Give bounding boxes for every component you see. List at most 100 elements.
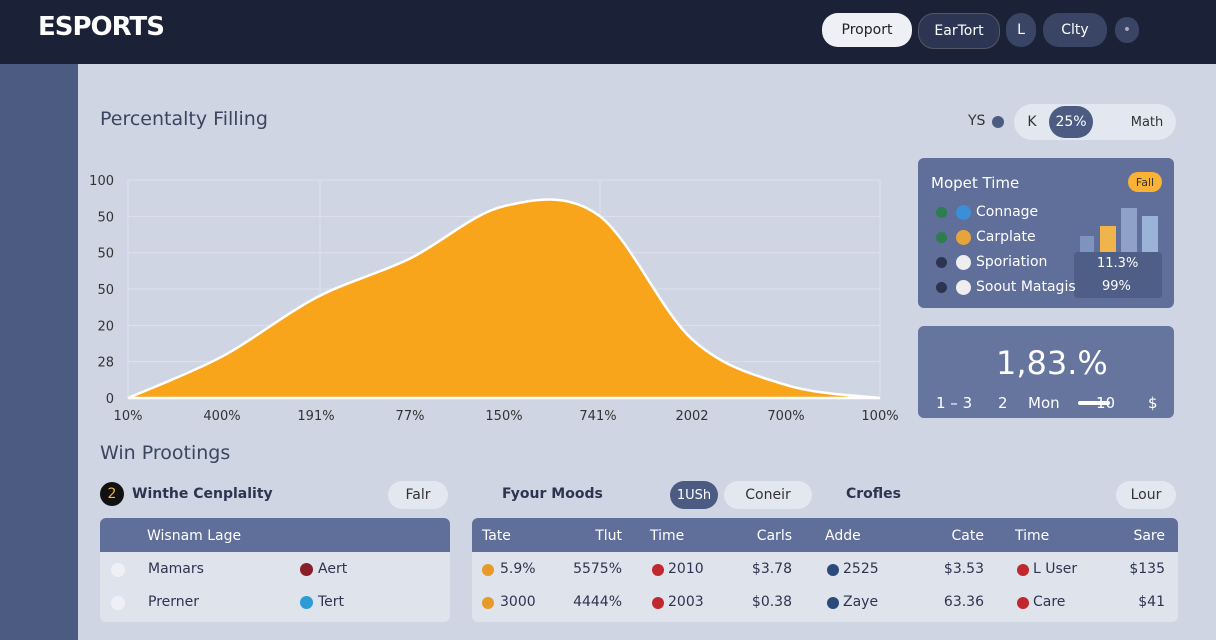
panel [100,518,450,622]
table-cell: $135 [1129,561,1165,577]
table-cell: 2003 [668,594,704,610]
toolbar-option[interactable]: Math [1130,114,1164,130]
toolbar-item[interactable]: Lour [1116,481,1176,509]
toolbar-item[interactable]: Fyour Moods [502,486,603,502]
cell-icon [482,564,494,576]
x-tick-label: 191% [297,409,334,424]
toolbar-label: YS [968,113,986,129]
x-tick-label: 700% [767,409,804,424]
cell: Tert [318,594,345,610]
decor-bar [1121,208,1137,252]
y-tick-label: 28 [97,356,114,371]
table-cell: Care [1033,594,1066,610]
legend-value-box [1074,252,1162,298]
toolbar-dot [992,116,1004,128]
section-title: Win Prootings [100,442,231,464]
decor-bar [1100,226,1116,252]
section-title: Percentalty Filling [100,108,268,130]
stat-item: 2 [998,394,1008,412]
stat-value: 1,83.% [996,344,1108,382]
stat-item: $ [1148,394,1158,412]
toolbar-item[interactable]: Coneir [724,481,812,509]
chart: 100 50 50 50 20 28 010% 400% 191% 77% 150% 741% 2002… [89,174,898,424]
table-cell: $3.53 [943,561,984,577]
table-header: Tate [482,528,511,544]
panel-header: Wisnam Lage [147,528,242,544]
button[interactable]: Proport [822,13,912,47]
stat-item: 1 – 3 [936,394,973,412]
y-tick-label: 50 [97,283,114,298]
x-tick-label: 150% [485,409,522,424]
table-cell: Zaye [843,594,879,610]
legend-item: Carplate [976,229,1036,245]
table-header: Tlut [595,528,622,544]
stat-card [918,326,1174,418]
x-tick-label: 100% [861,409,898,424]
button[interactable]: EarTort [918,13,1000,49]
x-tick-label: 2002 [675,409,708,424]
legend-icon [956,280,971,295]
cell-icon [300,563,313,576]
x-tick-label: 400% [203,409,240,424]
button[interactable]: Clty [1043,13,1107,47]
legend-icon [956,230,971,245]
table-cell: 2010 [668,561,704,577]
table [472,518,1178,622]
x-tick-label: 77% [396,409,425,424]
badge: 2 [100,482,124,506]
cell: Mamars [148,561,204,577]
cell: Prerner [148,594,200,610]
legend-icon [956,205,971,220]
radio [111,596,125,610]
legend-badge: Fall [1128,172,1162,192]
decor-bar [1080,236,1094,252]
table-cell: 63.36 [943,594,984,610]
sidebar [0,64,78,640]
toolbar-option[interactable]: K [1027,114,1037,130]
legend-title: Mopet Time [931,174,1020,192]
table-header: Carls [756,528,792,544]
table-header: Sare [1133,528,1165,544]
y-tick-label: 20 [97,319,114,334]
y-tick-label: 50 [97,247,114,262]
table-header: Time [1015,528,1050,544]
legend-item: Connage [976,204,1039,220]
legend-value: 99% [1102,279,1131,294]
radio [111,563,125,577]
table-cell: 4444% [573,594,622,610]
legend-item: Soout Matagis [976,279,1076,295]
legend-dot [936,257,947,268]
button[interactable]: Falr [388,481,448,509]
table-cell: 5575% [573,561,622,577]
legend-dot [936,282,947,293]
cell-icon [827,597,839,609]
table-cell: 3000 [500,594,536,610]
logo: ESPORTS [38,12,165,42]
legend-value: 11.3% [1097,256,1139,271]
stat-track [1078,401,1110,405]
toolbar-item[interactable]: 1USh [670,481,718,509]
area [127,198,881,400]
dot-button[interactable]: • [1115,17,1139,43]
cell-icon [652,597,664,609]
cell-icon [1017,564,1029,576]
button[interactable]: L [1006,13,1036,47]
table-header: Adde [825,528,861,544]
table-header: Cate [951,528,984,544]
legend-icon [956,255,971,270]
decor-bar [1142,216,1158,252]
y-tick-label: 50 [97,210,114,225]
cell-icon [827,564,839,576]
cell-icon [482,597,494,609]
toolbar-group [1014,104,1176,140]
x-tick-label: 10% [114,409,143,424]
toolbar-option[interactable]: 25% [1049,106,1093,138]
toolbar-item[interactable]: Crofles [846,486,902,502]
y-tick-label: 100 [89,174,114,189]
cell-icon [1017,597,1029,609]
table-cell: 5.9% [500,561,536,577]
table-header: Time [650,528,685,544]
cell: Aert [318,561,348,577]
cell-icon [652,564,664,576]
